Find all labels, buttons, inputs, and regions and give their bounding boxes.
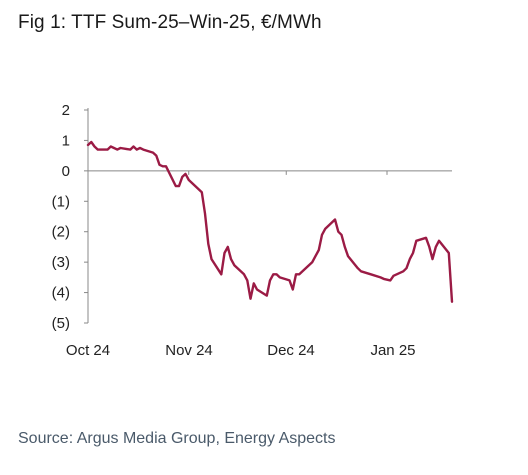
y-tick-label: 2 <box>62 102 70 119</box>
source-note: Source: Argus Media Group, Energy Aspect… <box>18 430 336 447</box>
line-chart: 2 1 0 (1) (2) (3) (4) (5) Oct 24 Nov 24 Dec 24 Jan … <box>52 102 454 359</box>
y-tick-label: 0 <box>62 163 70 180</box>
y-tick-label: (4) <box>52 285 70 302</box>
chart-title: Fig 1: TTF Sum-25–Win-25, €/MWh <box>18 12 322 33</box>
y-tick-label: (3) <box>52 254 70 271</box>
x-tick-label: Jan 25 <box>370 342 415 359</box>
y-tick-label: (1) <box>52 193 70 210</box>
chart-area: 2 1 0 (1) (2) (3) (4) (5) Oct 24 Nov 24 Dec 24 Jan … <box>0 90 528 375</box>
x-tick-label: Nov 24 <box>165 342 213 359</box>
y-tick-label: (2) <box>52 224 70 241</box>
y-tick-label: (5) <box>52 315 70 332</box>
series-line <box>86 140 454 303</box>
x-tick-label: Dec 24 <box>267 342 315 359</box>
y-tick-label: 1 <box>62 132 70 149</box>
x-tick-label: Oct 24 <box>66 342 110 359</box>
